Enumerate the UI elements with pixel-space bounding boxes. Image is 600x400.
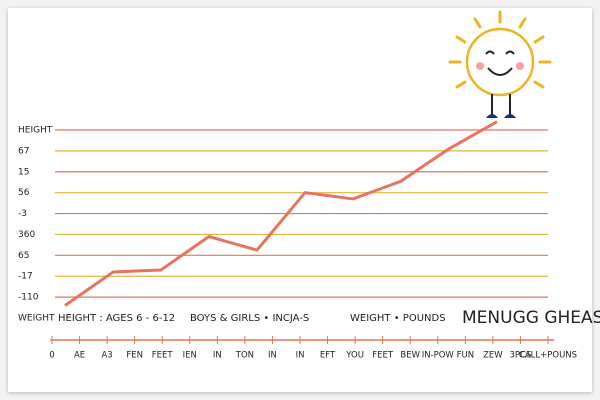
y-tick-label: HEIGHT	[18, 126, 53, 136]
y-tick-label: 15	[18, 167, 29, 177]
y-tick-label: WEIGHT	[18, 314, 55, 324]
y-tick-label: 65	[18, 251, 29, 261]
y-tick-label: 67	[18, 146, 29, 156]
x-tick-label: IN-POW	[422, 351, 455, 361]
y-tick-label: -110	[18, 293, 39, 303]
x-tick-label: AE	[74, 351, 85, 361]
x-tick-label: IEN	[183, 351, 197, 361]
annotation: MENUGG GHEAS	[462, 308, 600, 328]
sun	[448, 10, 552, 118]
x-tick-label: FUN	[457, 351, 474, 361]
y-tick-label: -17	[18, 272, 33, 282]
x-tick-label: IN	[213, 351, 222, 361]
x-tick-label: A3	[101, 351, 112, 361]
x-tick-label: IN	[296, 351, 305, 361]
annotation: BOYS & GIRLS • INCJA-S	[190, 313, 309, 324]
y-tick-label: 56	[18, 188, 30, 198]
x-tick-label: EFT	[320, 351, 336, 361]
x-tick-label: FEET	[152, 351, 174, 361]
x-tick-label: IN	[268, 351, 277, 361]
annotation: HEIGHT : AGES 6 - 6-12	[58, 313, 175, 324]
x-tick-label: BEW	[400, 351, 420, 361]
y-tick-label: 360	[18, 230, 35, 240]
x-tick-label: 3PCS	[510, 351, 532, 361]
y-tick-label: -3	[18, 209, 27, 219]
line	[64, 120, 498, 307]
x-tick-label: YOU	[345, 351, 364, 361]
x-tick-label: ZEW	[483, 351, 503, 361]
x-tick-label: 0	[49, 351, 54, 361]
x-tick-label: FEN	[126, 351, 143, 361]
annotation: WEIGHT • POUNDS	[350, 313, 446, 324]
x-tick-label: CALL+POUNS	[519, 351, 577, 361]
x-tick-label: TON	[235, 351, 254, 361]
x-tick-label: FEET	[372, 351, 394, 361]
